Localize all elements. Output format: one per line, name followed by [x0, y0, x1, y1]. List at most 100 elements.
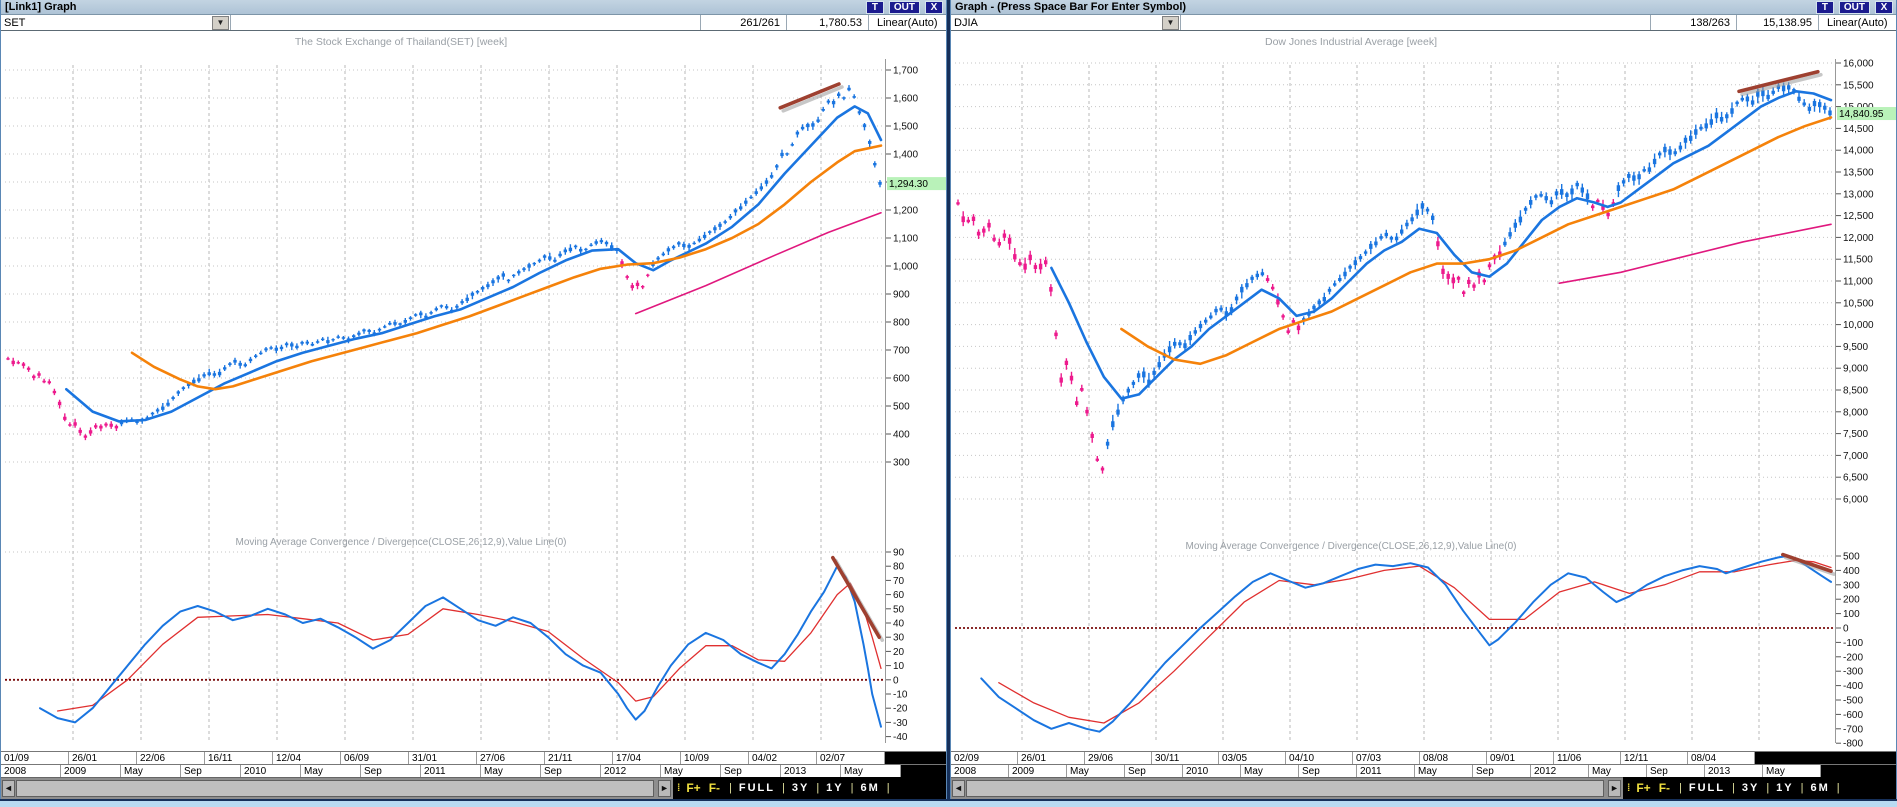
svg-text:1,700: 1,700: [893, 66, 918, 77]
date-tick: 16/11: [205, 752, 273, 764]
range-button-6m[interactable]: 6M: [1810, 782, 1830, 794]
date-axis-row2: 2008 2009 May Sep 2010 May Sep 2011 May Sep 2012 Ma…: [951, 764, 1896, 777]
svg-text:-700: -700: [1843, 724, 1863, 735]
svg-text:70: 70: [893, 576, 905, 587]
chevron-down-icon[interactable]: ▼: [212, 16, 229, 30]
date-period: 2008: [1, 765, 61, 777]
svg-text:-500: -500: [1843, 696, 1863, 707]
date-period: 2009: [61, 765, 121, 777]
date-period: May: [1415, 765, 1473, 777]
grip-handle[interactable]: ⁞: [1627, 782, 1631, 794]
date-period: Sep: [1299, 765, 1357, 777]
close-button[interactable]: X: [925, 0, 943, 14]
symbol-label: SET: [4, 16, 26, 29]
date-tick: 07/03: [1353, 752, 1420, 764]
svg-text:10,000: 10,000: [1843, 320, 1874, 331]
date-period: 2013: [781, 765, 841, 777]
titlebar[interactable]: [Link1] Graph T OUT X: [1, 0, 946, 15]
date-tick: 08/08: [1420, 752, 1487, 764]
tab-button[interactable]: T: [865, 0, 884, 14]
desktop-strip: [0, 801, 1897, 807]
svg-text:10,500: 10,500: [1843, 298, 1874, 309]
svg-text:1,000: 1,000: [893, 262, 918, 273]
svg-text:500: 500: [893, 402, 910, 413]
grip-handle[interactable]: ⁞: [677, 782, 681, 794]
svg-text:1,400: 1,400: [893, 150, 918, 161]
pop-out-button[interactable]: OUT: [888, 0, 920, 14]
svg-text:-400: -400: [1843, 681, 1863, 692]
separator: |: [781, 782, 785, 794]
svg-text:400: 400: [1843, 566, 1860, 577]
date-tick: 12/11: [1621, 752, 1688, 764]
scale-mode[interactable]: Linear(Auto): [869, 15, 946, 30]
scrollbar-thumb[interactable]: [16, 780, 654, 797]
chart-scrollbar[interactable]: ◄ ►: [951, 777, 1623, 799]
scroll-right-button[interactable]: ►: [658, 780, 671, 797]
date-tick: 26/01: [1018, 752, 1085, 764]
zoom-out-button[interactable]: F-: [1658, 781, 1671, 795]
date-tick: 30/11: [1152, 752, 1219, 764]
chart-canvas[interactable]: 16,00015,50015,00014,50014,00013,50013,0…: [951, 31, 1896, 751]
zoom-in-button[interactable]: F+: [686, 781, 701, 795]
scroll-left-button[interactable]: ◄: [952, 780, 965, 797]
date-tick: 04/02: [749, 752, 817, 764]
date-period: Sep: [1473, 765, 1531, 777]
tab-button[interactable]: T: [1815, 0, 1834, 14]
chart-canvas[interactable]: 1,7001,6001,5001,4001,3001,2001,1001,000…: [1, 31, 946, 751]
close-button[interactable]: X: [1875, 0, 1893, 14]
pop-out-button[interactable]: OUT: [1838, 0, 1870, 14]
date-axis-row1: 01/09 26/01 22/06 16/11 12/04 06/09 31/01 27/06…: [1, 751, 946, 764]
range-button-6m[interactable]: 6M: [860, 782, 880, 794]
date-tick: 31/01: [409, 752, 477, 764]
date-period: May: [1067, 765, 1125, 777]
date-period: May: [841, 765, 901, 777]
svg-text:13,500: 13,500: [1843, 168, 1874, 179]
date-tick: 04/10: [1286, 752, 1353, 764]
svg-text:-200: -200: [1843, 652, 1863, 663]
svg-text:500: 500: [1843, 552, 1860, 563]
svg-text:11,000: 11,000: [1843, 277, 1873, 288]
titlebar[interactable]: Graph - (Press Space Bar For Enter Symbo…: [951, 0, 1896, 15]
scroll-right-button[interactable]: ►: [1608, 780, 1621, 797]
date-period: May: [1763, 765, 1821, 777]
date-tick: 26/01: [69, 752, 137, 764]
svg-text:-800: -800: [1843, 739, 1863, 750]
date-tick: 09/01: [1487, 752, 1554, 764]
last-value: 15,138.95: [1737, 15, 1819, 30]
svg-text:600: 600: [893, 374, 910, 385]
svg-text:300: 300: [893, 458, 910, 469]
range-button-1y[interactable]: 1Y: [826, 782, 844, 794]
zoom-in-button[interactable]: F+: [1636, 781, 1651, 795]
date-period: 2011: [1357, 765, 1415, 777]
chart-window-set: [Link1] Graph T OUT X SET ▼ 261/261 1,780.…: [0, 0, 947, 799]
svg-text:6,500: 6,500: [1843, 473, 1868, 484]
range-button-full[interactable]: FULL: [738, 782, 775, 794]
symbol-dropdown[interactable]: DJIA ▼: [951, 15, 1181, 30]
svg-text:1,600: 1,600: [893, 94, 918, 105]
range-button-3y[interactable]: 3Y: [791, 782, 810, 794]
symbol-input[interactable]: [1181, 15, 1651, 30]
chart-scrollbar[interactable]: ◄ ►: [1, 777, 673, 799]
chevron-down-icon[interactable]: ▼: [1162, 16, 1179, 30]
scroll-left-button[interactable]: ◄: [2, 780, 15, 797]
scale-mode[interactable]: Linear(Auto): [1819, 15, 1896, 30]
svg-text:1,200: 1,200: [893, 206, 918, 217]
date-tick: 22/06: [137, 752, 205, 764]
svg-text:14,500: 14,500: [1843, 124, 1874, 135]
date-period: 2010: [1183, 765, 1241, 777]
range-toolbar: ⁞ F+ F- | FULL | 3Y | 1Y | 6M |: [1623, 777, 1896, 799]
date-period: 2009: [1009, 765, 1067, 777]
symbol-dropdown[interactable]: SET ▼: [1, 15, 231, 30]
symbol-input[interactable]: [231, 15, 701, 30]
range-button-1y[interactable]: 1Y: [1776, 782, 1794, 794]
svg-text:-10: -10: [893, 690, 908, 701]
toolbar: SET ▼ 261/261 1,780.53 Linear(Auto): [1, 15, 946, 31]
range-button-full[interactable]: FULL: [1688, 782, 1725, 794]
range-button-3y[interactable]: 3Y: [1741, 782, 1760, 794]
date-period: 2012: [1531, 765, 1589, 777]
svg-text:12,000: 12,000: [1843, 233, 1874, 244]
scrollbar-thumb[interactable]: [966, 780, 1604, 797]
date-period: May: [1589, 765, 1647, 777]
separator: |: [886, 782, 890, 794]
zoom-out-button[interactable]: F-: [708, 781, 721, 795]
